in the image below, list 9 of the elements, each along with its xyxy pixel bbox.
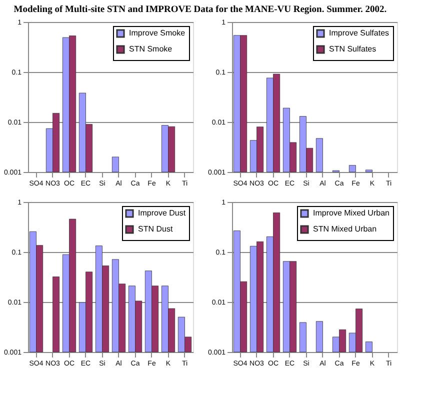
legend-label: Improve Smoke (129, 28, 186, 38)
legend-label: STN Smoke (129, 44, 173, 54)
chart-title: Modeling of Multi-site STN and IMPROVE Data for the MANE-VU Region. Summer. 2002. (14, 5, 387, 15)
legend-label: STN Mixed Urban (313, 224, 377, 234)
legend-label: Improve Sulfates (329, 28, 390, 38)
legend-label: Improve Mixed Urban (313, 208, 390, 218)
legend-label: STN Dust (138, 224, 174, 234)
legend-label: STN Sulfates (329, 44, 376, 54)
legend-label: Improve Dust (138, 208, 186, 218)
